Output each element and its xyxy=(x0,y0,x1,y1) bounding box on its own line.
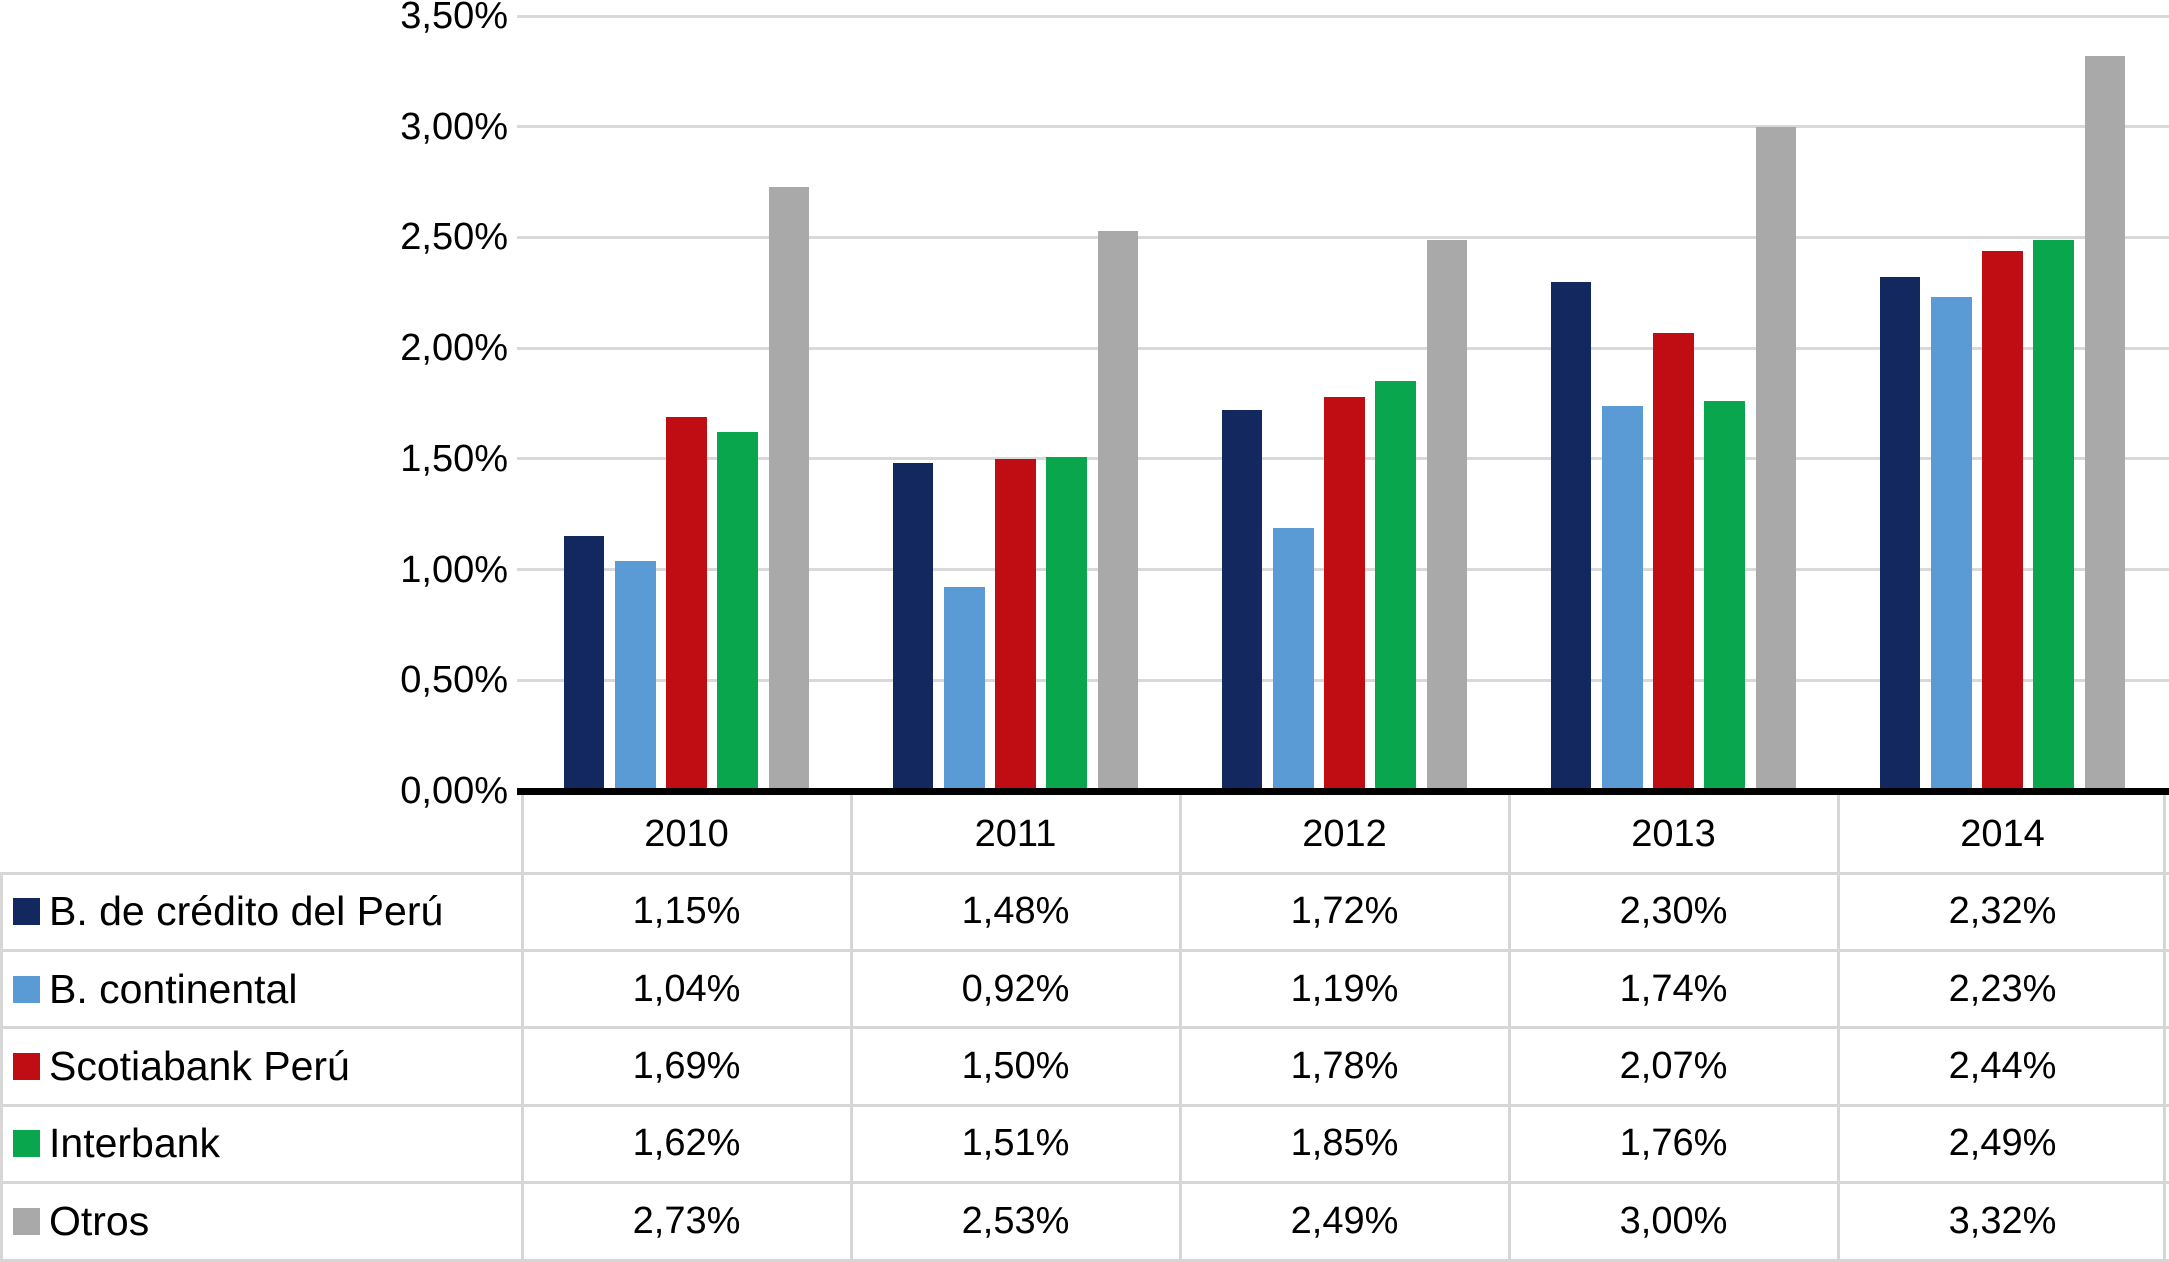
legend-item-b-de-cr-dito-del-per-: B. de crédito del Perú xyxy=(0,873,522,950)
table-value-scotiabank-per--2011: 1,50% xyxy=(961,1044,1070,1087)
y-axis-tick-label: 0,50% xyxy=(400,659,508,702)
x-axis-category-label: 2010 xyxy=(644,812,729,855)
bar-otros-2013 xyxy=(1755,126,1797,791)
table-value-interbank-2014: 2,49% xyxy=(1948,1122,2057,1165)
y-axis-tick-label: 0,00% xyxy=(400,770,508,812)
x-axis-category-label: 2014 xyxy=(1960,812,2045,855)
legend-item-interbank: Interbank xyxy=(0,1105,522,1182)
table-value-scotiabank-per--2014: 2,44% xyxy=(1948,1044,2057,1087)
table-value-otros-2011: 2,53% xyxy=(961,1199,1070,1242)
y-axis-tick-label: 3,00% xyxy=(400,105,508,148)
table-value-otros-2014: 3,32% xyxy=(1948,1199,2057,1242)
legend-item-otros: Otros xyxy=(0,1183,522,1260)
table-value-interbank-2013: 1,76% xyxy=(1619,1122,1728,1165)
bar-interbank-2013 xyxy=(1704,401,1745,791)
y-gridline xyxy=(517,125,2169,129)
bar-interbank-2011 xyxy=(1046,456,1087,791)
y-axis-tick-label: 2,50% xyxy=(400,216,508,259)
table-left-border xyxy=(0,873,3,1260)
bar-b-continental-2011 xyxy=(944,587,985,791)
table-value-scotiabank-per--2010: 1,69% xyxy=(632,1044,741,1087)
table-row-border xyxy=(0,871,2169,875)
bar-interbank-2014 xyxy=(2033,239,2074,791)
legend-label-b-continental: B. continental xyxy=(49,965,298,1012)
bar-scotiabank-per--2013 xyxy=(1653,332,1694,791)
table-value-b-continental-2013: 1,74% xyxy=(1619,967,1728,1010)
x-axis-line xyxy=(517,788,2169,795)
table-value-otros-2010: 2,73% xyxy=(632,1199,741,1242)
table-value-b-de-cr-dito-del-per--2013: 2,30% xyxy=(1619,890,1728,933)
y-gridline xyxy=(517,14,2169,18)
y-axis-tick-label: 1,00% xyxy=(400,548,508,591)
table-value-otros-2013: 3,00% xyxy=(1619,1199,1728,1242)
bar-b-continental-2010 xyxy=(615,560,656,791)
bar-otros-2014 xyxy=(2084,55,2126,791)
bar-scotiabank-per--2014 xyxy=(1982,250,2023,791)
bar-scotiabank-per--2012 xyxy=(1324,396,1365,791)
table-value-b-continental-2011: 0,92% xyxy=(961,967,1070,1010)
y-gridline xyxy=(517,235,2169,239)
table-value-interbank-2010: 1,62% xyxy=(632,1122,741,1165)
bar-b-de-cr-dito-del-per--2013 xyxy=(1550,281,1592,791)
table-value-b-de-cr-dito-del-per--2012: 1,72% xyxy=(1290,890,1399,933)
table-row-border xyxy=(0,1258,2169,1262)
table-value-b-de-cr-dito-del-per--2011: 1,48% xyxy=(961,890,1070,933)
bar-b-de-cr-dito-del-per--2014 xyxy=(1879,277,1921,791)
table-value-b-de-cr-dito-del-per--2010: 1,15% xyxy=(632,890,741,933)
bar-otros-2010 xyxy=(768,186,810,791)
legend-label-otros: Otros xyxy=(49,1197,150,1244)
table-value-scotiabank-per--2013: 2,07% xyxy=(1619,1044,1728,1087)
y-axis-tick-label: 3,50% xyxy=(400,0,508,37)
table-value-interbank-2011: 1,51% xyxy=(961,1122,1070,1165)
bar-b-continental-2012 xyxy=(1273,527,1314,791)
legend-label-interbank: Interbank xyxy=(49,1120,220,1167)
y-gridline xyxy=(517,346,2169,350)
table-value-b-continental-2012: 1,19% xyxy=(1290,967,1399,1010)
bar-interbank-2010 xyxy=(717,432,758,791)
y-axis-tick-label: 2,00% xyxy=(400,327,508,370)
bar-b-de-cr-dito-del-per--2012 xyxy=(1221,410,1263,791)
legend-swatch-scotiabank-per- xyxy=(13,1052,40,1080)
bar-b-de-cr-dito-del-per--2011 xyxy=(892,463,934,791)
legend-label-scotiabank-per-: Scotiabank Perú xyxy=(49,1042,350,1089)
x-axis-category-label: 2013 xyxy=(1631,812,1716,855)
bar-b-continental-2013 xyxy=(1602,405,1643,791)
table-value-b-continental-2014: 2,23% xyxy=(1948,967,2057,1010)
table-row-border xyxy=(0,948,2169,952)
legend-swatch-b-continental xyxy=(13,975,40,1003)
x-axis-category-label: 2011 xyxy=(974,812,1057,855)
table-value-b-continental-2010: 1,04% xyxy=(632,967,741,1010)
x-axis-category-label: 2012 xyxy=(1302,812,1387,855)
data-table: 2010 2011 2012 2013 2014 B. de crédito del Pe… xyxy=(0,795,2169,1262)
table-row-border xyxy=(0,1181,2169,1185)
table-row-border xyxy=(0,1103,2169,1107)
y-axis-tick-label: 1,50% xyxy=(400,437,508,480)
table-row-border xyxy=(0,1026,2169,1030)
bar-scotiabank-per--2011 xyxy=(995,458,1036,791)
table-value-scotiabank-per--2012: 1,78% xyxy=(1290,1044,1399,1087)
legend-label-b-de-cr-dito-del-per-: B. de crédito del Perú xyxy=(49,888,444,935)
table-value-interbank-2012: 1,85% xyxy=(1290,1122,1399,1165)
plot-area: 0,00% 0,50% 1,00% 1,50% 2,00% 2,50% 3,00% 3,50% xyxy=(400,0,2169,810)
table-value-otros-2012: 2,49% xyxy=(1290,1199,1399,1242)
legend-item-scotiabank-per-: Scotiabank Perú xyxy=(0,1028,522,1105)
bar-b-de-cr-dito-del-per--2010 xyxy=(563,536,605,791)
table-value-b-de-cr-dito-del-per--2014: 2,32% xyxy=(1948,890,2057,933)
legend-swatch-b-de-cr-dito-del-per- xyxy=(13,898,40,926)
bar-scotiabank-per--2010 xyxy=(666,416,707,791)
bar-b-continental-2014 xyxy=(1931,297,1972,791)
bar-otros-2012 xyxy=(1426,239,1468,791)
legend-item-b-continental: B. continental xyxy=(0,950,522,1027)
legend-swatch-interbank xyxy=(13,1130,40,1158)
bar-interbank-2012 xyxy=(1375,381,1416,791)
legend-swatch-otros xyxy=(13,1207,40,1235)
bar-otros-2011 xyxy=(1097,230,1139,791)
